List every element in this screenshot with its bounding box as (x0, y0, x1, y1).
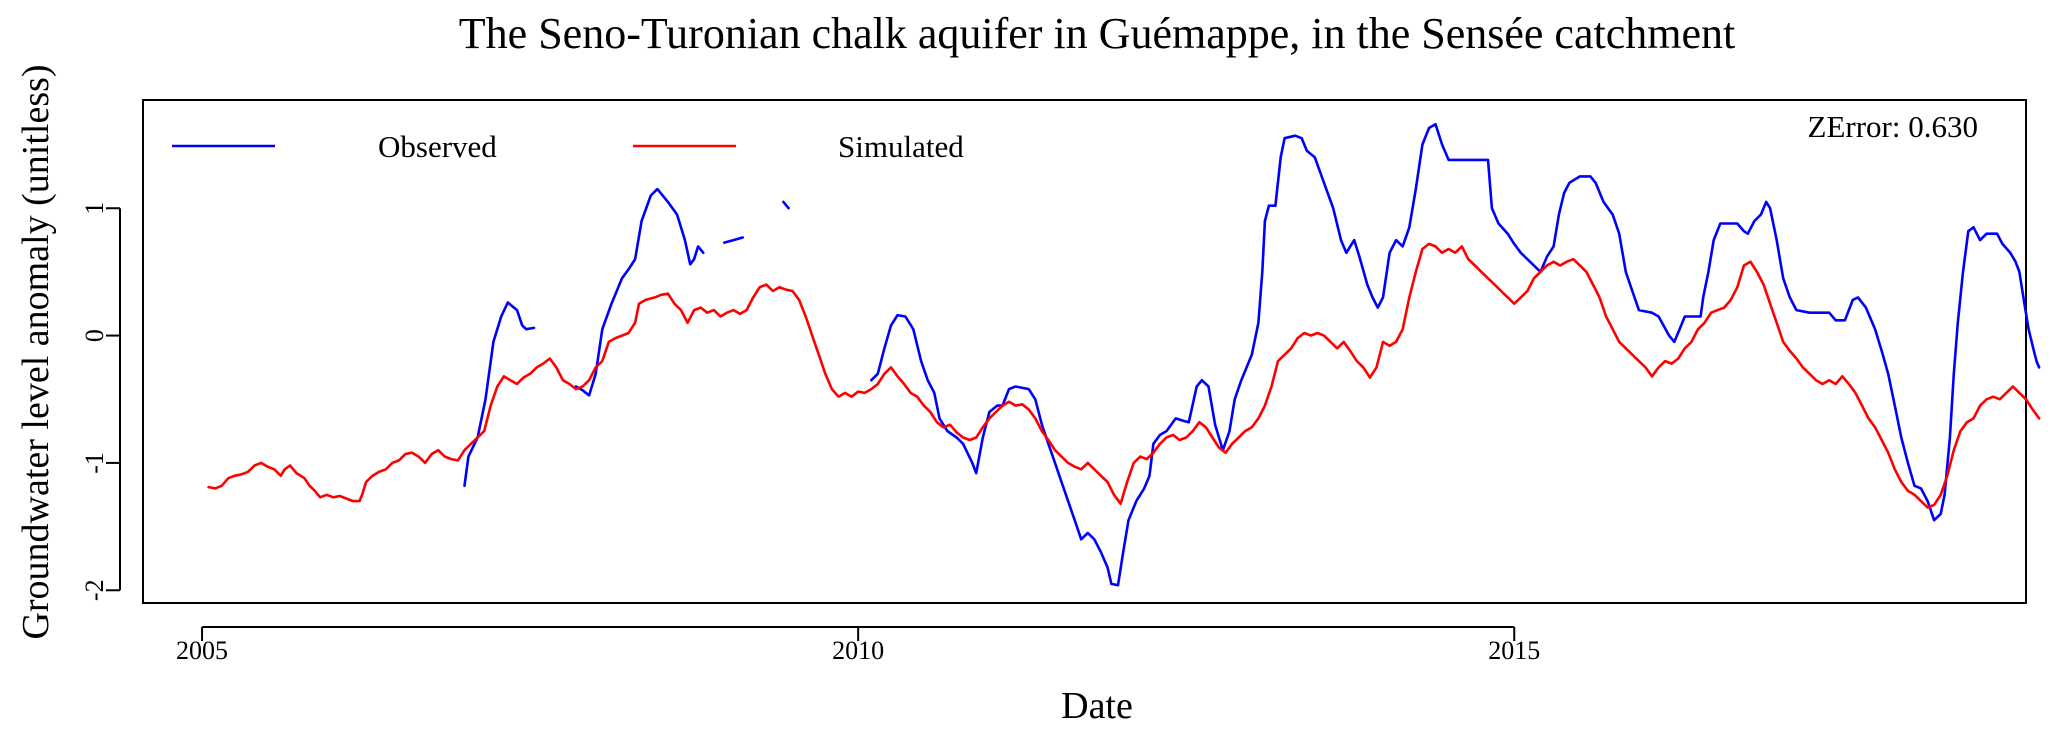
zerror-annotation: ZError: 0.630 (1808, 109, 1978, 144)
chart-title: The Seno-Turonian chalk aquifer in Guéma… (459, 9, 1735, 58)
series-line-observed (574, 187, 705, 397)
series-line-observed (869, 122, 2041, 587)
y-tick-label: -1 (80, 452, 109, 474)
legend-label-simulated: Simulated (838, 129, 964, 164)
plot-frame (142, 99, 2027, 604)
series-line-observed (782, 200, 790, 210)
x-tick-label: 2015 (1488, 636, 1540, 665)
series-line-observed (463, 301, 536, 488)
x-tick-label: 2010 (832, 636, 884, 665)
series-line-observed (722, 236, 745, 244)
y-tick-label: 0 (80, 329, 109, 342)
x-axis-label: Date (1061, 685, 1133, 727)
legend-label-observed: Observed (378, 129, 497, 164)
x-tick-label: 2005 (176, 636, 228, 665)
series-layer (207, 122, 2041, 587)
y-axis: -2 -1 0 1 (80, 202, 121, 601)
y-tick-label: -2 (80, 579, 109, 601)
series-line-simulated (207, 242, 2041, 509)
y-axis-label: Groundwater level anomaly (unitless) (15, 64, 57, 639)
legend: Observed Simulated (172, 129, 964, 164)
x-axis: 2005 2010 2015 (176, 626, 1540, 665)
y-tick-label: 1 (80, 202, 109, 215)
